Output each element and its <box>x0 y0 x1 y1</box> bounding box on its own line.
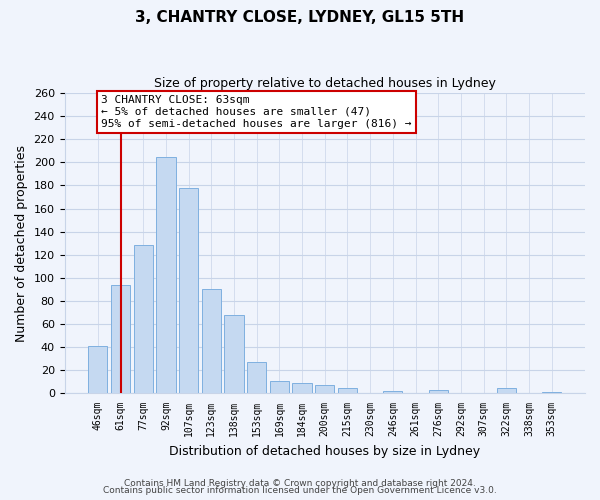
Bar <box>315 385 334 394</box>
Bar <box>292 383 312 394</box>
Bar <box>88 346 107 394</box>
X-axis label: Distribution of detached houses by size in Lydney: Distribution of detached houses by size … <box>169 444 481 458</box>
Bar <box>497 388 516 394</box>
Bar <box>156 156 176 394</box>
Bar <box>542 392 562 394</box>
Bar <box>383 391 403 394</box>
Bar <box>428 390 448 394</box>
Bar <box>224 315 244 394</box>
Bar <box>338 388 357 394</box>
Bar <box>247 362 266 394</box>
Bar <box>179 188 198 394</box>
Y-axis label: Number of detached properties: Number of detached properties <box>15 144 28 342</box>
Text: Contains HM Land Registry data © Crown copyright and database right 2024.: Contains HM Land Registry data © Crown c… <box>124 478 476 488</box>
Bar <box>270 380 289 394</box>
Bar <box>134 246 153 394</box>
Text: 3 CHANTRY CLOSE: 63sqm
← 5% of detached houses are smaller (47)
95% of semi-deta: 3 CHANTRY CLOSE: 63sqm ← 5% of detached … <box>101 96 412 128</box>
Title: Size of property relative to detached houses in Lydney: Size of property relative to detached ho… <box>154 78 496 90</box>
Bar <box>111 284 130 394</box>
Text: Contains public sector information licensed under the Open Government Licence v3: Contains public sector information licen… <box>103 486 497 495</box>
Text: 3, CHANTRY CLOSE, LYDNEY, GL15 5TH: 3, CHANTRY CLOSE, LYDNEY, GL15 5TH <box>136 10 464 25</box>
Bar <box>202 290 221 394</box>
